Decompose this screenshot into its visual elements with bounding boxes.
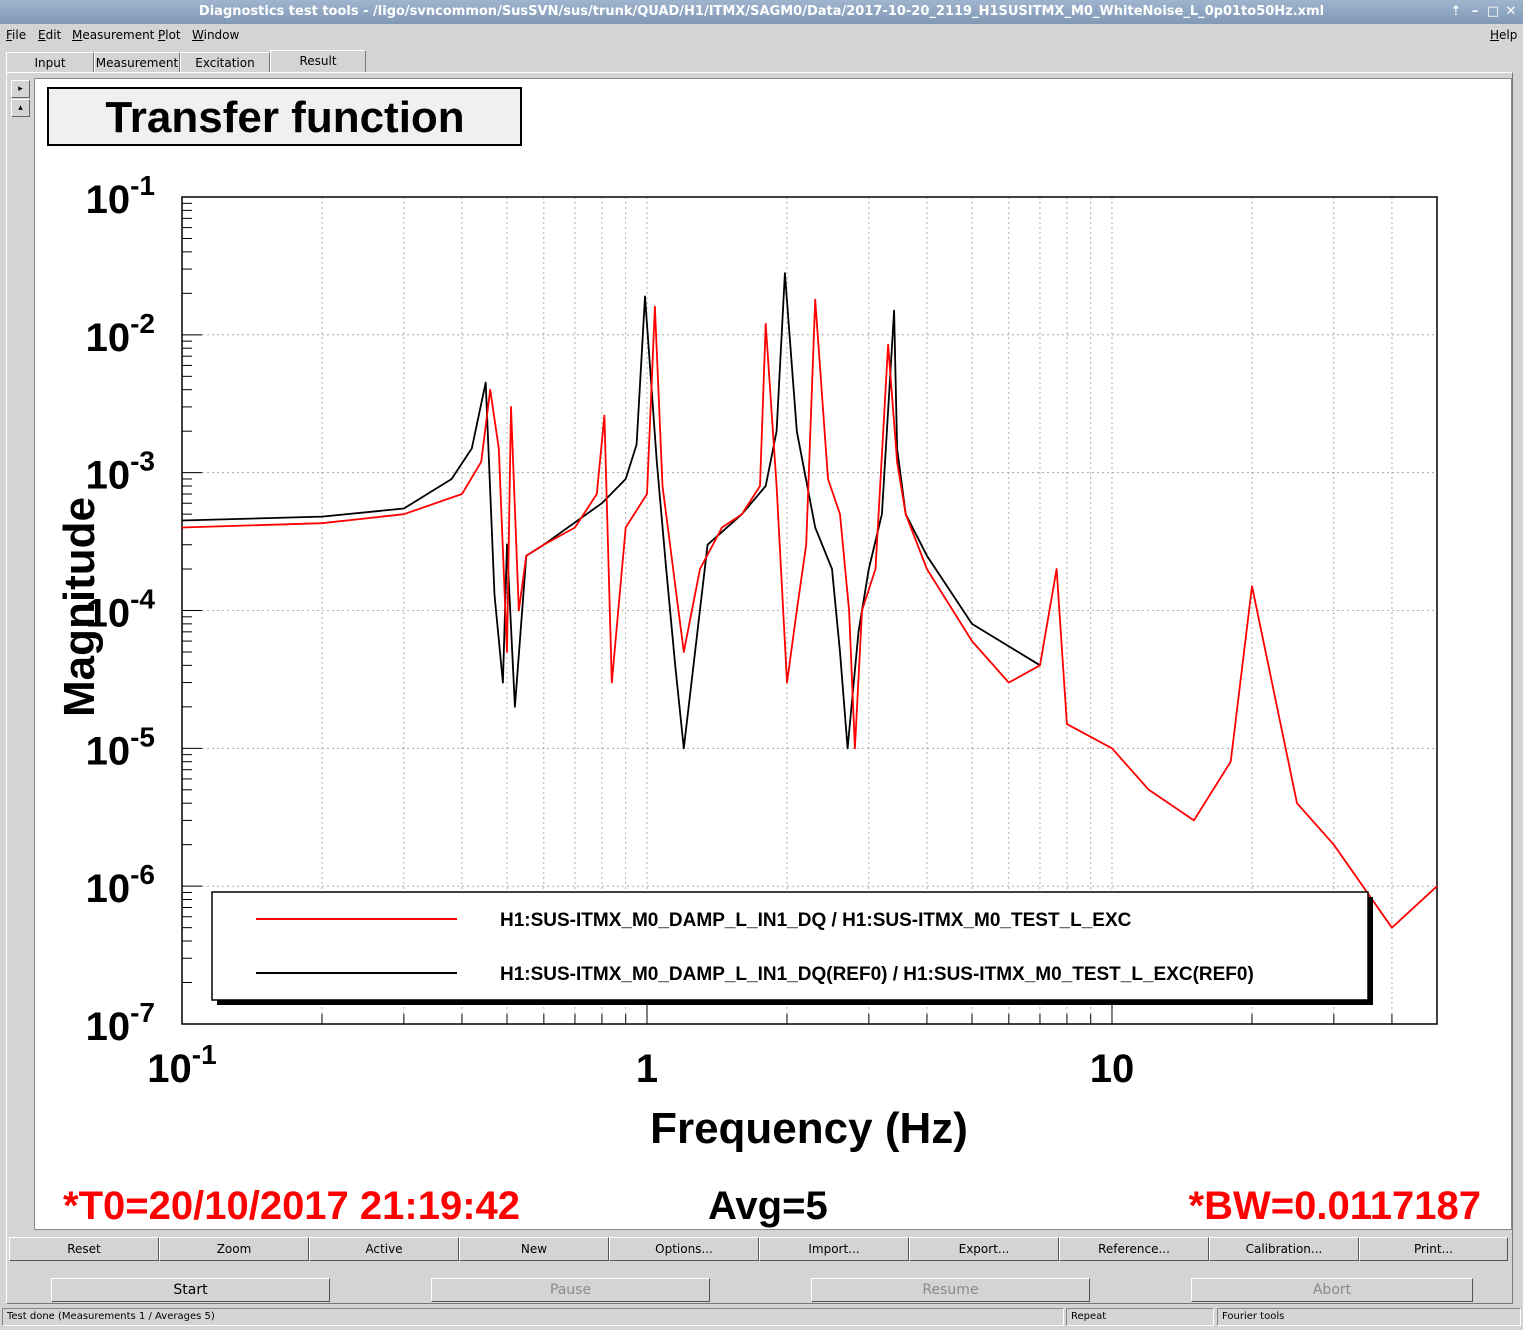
maximize-icon[interactable]: □: [1486, 4, 1500, 19]
status-repeat: Repeat: [1066, 1308, 1214, 1326]
y-tick-label: 10-6: [86, 859, 155, 911]
import-button[interactable]: Import...: [759, 1237, 909, 1261]
y-tick-label: 10-1: [86, 170, 155, 222]
window-title: Diagnostics test tools - /ligo/svncommon…: [198, 4, 1325, 19]
export-button[interactable]: Export...: [909, 1237, 1059, 1261]
y-tick-label: 10-5: [86, 721, 155, 773]
reset-button[interactable]: Reset: [9, 1237, 159, 1261]
window-titlebar[interactable]: Diagnostics test tools - /ligo/svncommon…: [0, 0, 1523, 24]
play-icon[interactable]: ▸: [11, 80, 30, 98]
plot-series: [181, 272, 1438, 929]
menu-measurement[interactable]: Measurement: [72, 28, 155, 42]
pause-button[interactable]: Pause: [431, 1278, 710, 1302]
bandwidth: *BW=0.0117187: [1189, 1184, 1481, 1228]
x-tick-label: 10: [1090, 1047, 1135, 1091]
avg-count: Avg=5: [708, 1184, 828, 1228]
start-button[interactable]: Start: [51, 1278, 330, 1302]
abort-button[interactable]: Abort: [1191, 1278, 1473, 1302]
status-message: Test done (Measurements 1 / Averages 5): [2, 1308, 1064, 1326]
plot-title: Transfer function: [105, 93, 464, 142]
plot-grid: [182, 197, 1437, 1024]
legend-box: [211, 891, 1369, 1001]
plot-canvas[interactable]: Transfer function 10-7 10-6 10-5 10-4 10-3 10…: [34, 78, 1512, 1230]
menu-plot[interactable]: Plot: [158, 28, 181, 42]
new-button[interactable]: New: [459, 1237, 609, 1261]
legend-entry-black: H1:SUS-ITMX_M0_DAMP_L_IN1_DQ(REF0) / H1:…: [500, 964, 1254, 985]
legend-entry-red: H1:SUS-ITMX_M0_DAMP_L_IN1_DQ / H1:SUS-IT…: [500, 910, 1132, 931]
calibration-button[interactable]: Calibration...: [1209, 1237, 1359, 1261]
t0-timestamp: *T0=20/10/2017 21:19:42: [63, 1184, 520, 1228]
menubar: File Edit Measurement Plot Window Help: [0, 24, 1523, 46]
transfer-function-plot[interactable]: Transfer function 10-710-610-510-410-310…: [35, 79, 1511, 1229]
close-icon[interactable]: ✕: [1505, 4, 1517, 19]
active-button[interactable]: Active: [309, 1237, 459, 1261]
menu-help[interactable]: Help: [1490, 28, 1518, 42]
y-tick-label: 10-7: [86, 997, 155, 1049]
up-arrow-icon[interactable]: ⇡: [1450, 4, 1462, 19]
resume-button[interactable]: Resume: [811, 1278, 1090, 1302]
minimize-icon[interactable]: –: [1471, 4, 1479, 19]
menu-edit[interactable]: Edit: [38, 28, 62, 42]
x-axis-label: Frequency (Hz): [650, 1104, 968, 1153]
reference-button[interactable]: Reference...: [1059, 1237, 1209, 1261]
collapse-icon[interactable]: ▴: [11, 99, 30, 117]
result-panel: [6, 72, 1513, 1304]
menu-window[interactable]: Window: [192, 28, 240, 42]
tab-bar: Input Measurement Excitation Result: [6, 50, 1511, 73]
plot-title-box: [47, 87, 522, 146]
tab-input[interactable]: Input: [6, 52, 94, 73]
tab-measurement[interactable]: Measurement: [94, 52, 180, 73]
zoom-button[interactable]: Zoom: [159, 1237, 309, 1261]
x-tick-label: 1: [636, 1047, 658, 1091]
legend[interactable]: H1:SUS-ITMX_M0_DAMP_L_IN1_DQ / H1:SUS-IT…: [211, 891, 1373, 1005]
print-button[interactable]: Print...: [1359, 1237, 1508, 1261]
tab-result[interactable]: Result: [270, 50, 366, 73]
x-tick-label: 10-1: [147, 1039, 216, 1091]
menu-file[interactable]: File: [6, 28, 27, 42]
tab-excitation[interactable]: Excitation: [180, 52, 270, 73]
series-line-red: [181, 298, 1438, 929]
y-axis-label: Magnitude: [55, 497, 104, 717]
status-mode: Fourier tools: [1217, 1308, 1521, 1326]
y-tick-label: 10-2: [86, 308, 155, 360]
y-tick-label: 10-3: [86, 446, 155, 498]
options-button[interactable]: Options...: [609, 1237, 759, 1261]
plot-axes: 10-710-610-510-410-310-210-110-1 1 10: [86, 170, 1438, 1091]
